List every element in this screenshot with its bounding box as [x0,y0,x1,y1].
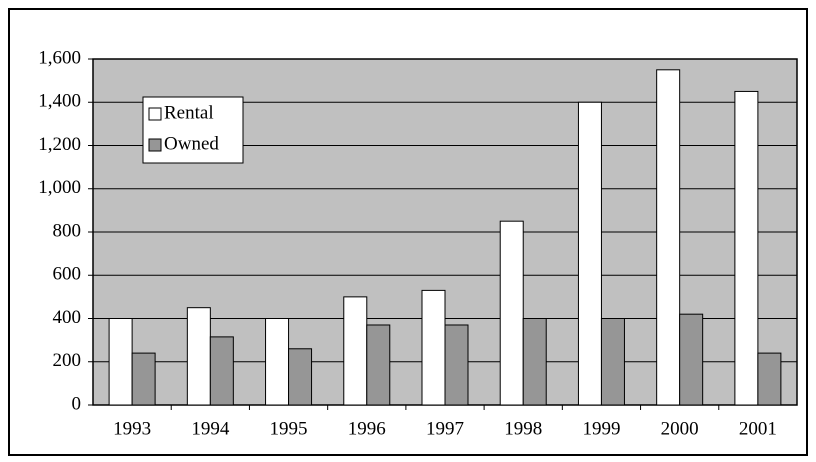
frame [8,8,808,456]
bar [734,90,759,406]
y-tick-label: 1,000 [38,177,81,198]
legend-swatch [148,138,162,152]
bar [679,313,704,406]
x-tick-label: 1995 [270,418,308,439]
y-tick-label: 200 [53,350,82,371]
bar [656,69,681,406]
x-tick-label: 1997 [426,418,464,439]
bar [600,318,625,406]
y-tick-label: 400 [53,307,82,328]
y-tick-label: 1,200 [38,134,81,155]
bar [209,336,234,406]
bar [421,289,446,406]
bar [186,307,211,406]
bar [131,352,156,406]
x-tick-label: 1998 [504,418,542,439]
y-tick-label: 1,600 [38,47,81,68]
bar [108,318,133,406]
legend-label: Rental [164,102,214,123]
bar [366,324,391,406]
bar [499,220,524,406]
y-tick-label: 0 [72,393,82,414]
y-tick-label: 600 [53,264,82,285]
bar [757,352,782,406]
x-tick-label: 1994 [191,418,230,439]
bar [577,101,602,406]
x-tick-label: 2000 [661,418,699,439]
x-tick-label: 1993 [113,418,151,439]
y-tick-label: 800 [53,220,82,241]
x-tick-label: 2001 [739,418,777,439]
x-tick-label: 1999 [582,418,620,439]
bar [288,348,313,406]
x-tick-label: 1996 [348,418,386,439]
legend-swatch [148,107,162,121]
y-tick-label: 1,400 [38,91,81,112]
bar [444,324,469,406]
bar [522,318,547,406]
bar [265,318,290,406]
legend-label: Owned [164,133,219,154]
bar [343,296,368,406]
